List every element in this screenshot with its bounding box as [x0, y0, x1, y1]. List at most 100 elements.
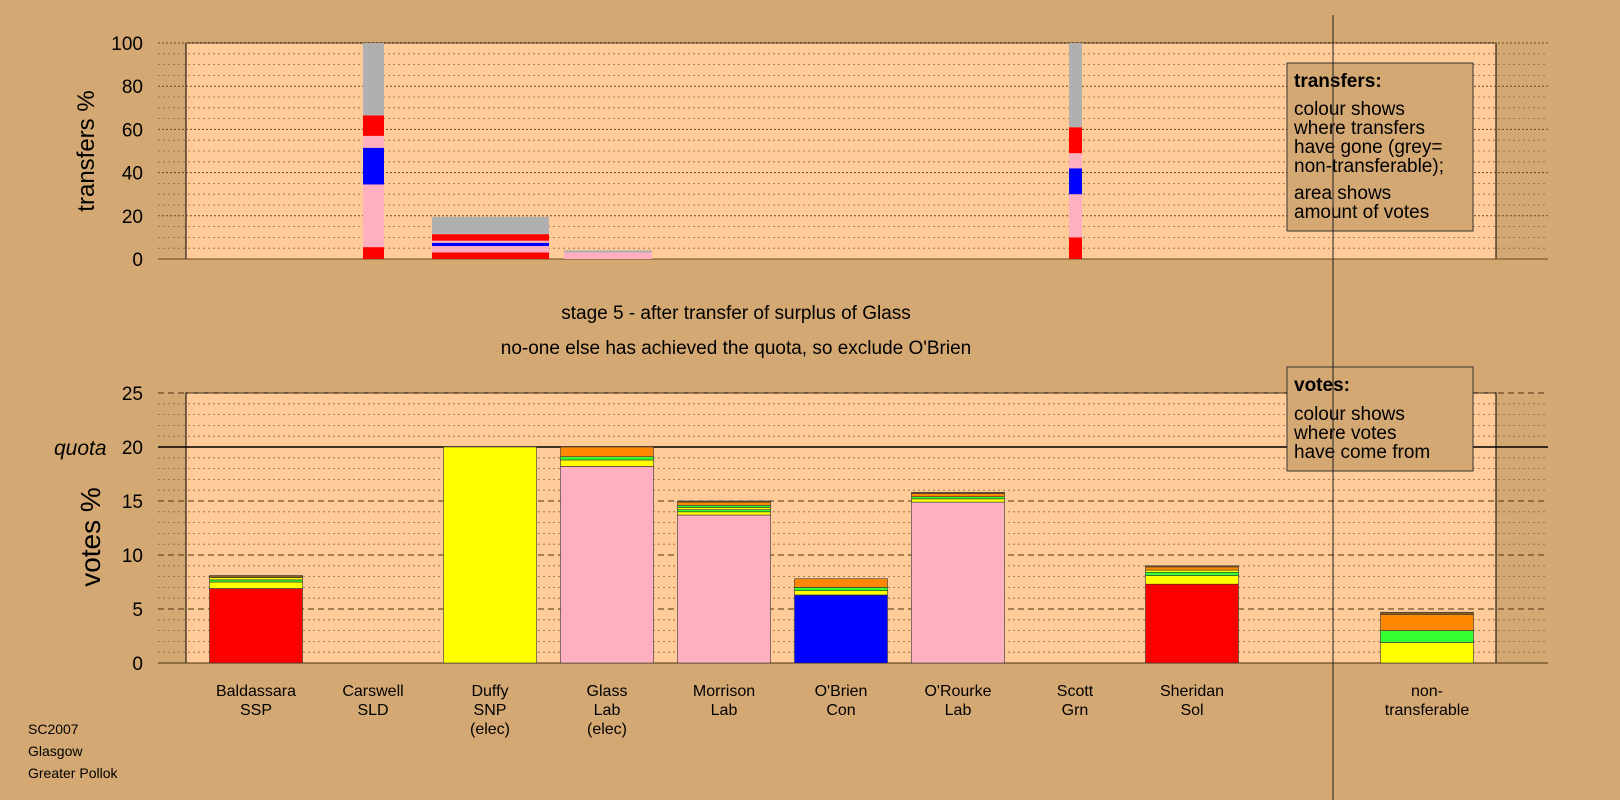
vote-bar-segment	[209, 588, 303, 664]
vote-bar-segment	[1145, 575, 1239, 585]
vote-bar-segment	[209, 579, 303, 583]
transfer-bar-segment	[564, 250, 652, 253]
candidate-party-label: SLD	[357, 702, 388, 719]
candidate-party-label: Lab	[945, 702, 972, 719]
transfer-bar-segment	[363, 43, 384, 116]
votes-legend-text: where votes	[1293, 423, 1396, 444]
transfers-legend-text: amount of votes	[1294, 202, 1429, 223]
nontransferable-label: non-	[1411, 683, 1443, 700]
vote-bar-segment	[677, 514, 771, 664]
vote-bar-segment	[209, 577, 303, 581]
vote-bar-segment	[1145, 583, 1239, 664]
vote-bar-segment	[677, 509, 771, 513]
transfers-y-tick-label: 40	[122, 164, 143, 185]
vote-bar-segment	[677, 501, 771, 506]
vote-bar-segment	[677, 505, 771, 508]
transfers-legend-text: colour shows	[1294, 99, 1405, 120]
votes-legend-box	[1286, 366, 1474, 472]
votes-y-axis-label: votes %	[75, 487, 106, 587]
vote-bar-segment	[911, 493, 1005, 497]
vote-bar-segment	[1145, 565, 1239, 568]
transfers-legend-title: transfers:	[1294, 71, 1382, 92]
footer-ward: Greater Pollok	[28, 765, 118, 781]
quota-label: quota	[54, 437, 107, 460]
transfer-bar-segment	[363, 135, 384, 148]
votes-legend-title: votes:	[1294, 375, 1350, 396]
nontransferable-bar-segment	[1380, 642, 1474, 664]
transfer-bar-segment	[363, 115, 384, 136]
transfer-bar-segment	[1069, 127, 1082, 154]
vote-bar-segment	[794, 587, 888, 591]
footer-council: Glasgow	[28, 743, 83, 759]
vote-bar-segment	[1145, 569, 1239, 573]
vote-bar-segment	[1145, 571, 1239, 576]
transfers-y-tick-label: 100	[111, 34, 143, 55]
candidate-name-label: O'Brien	[815, 683, 868, 700]
transfer-bar-segment	[363, 147, 384, 185]
transfer-bar-segment	[432, 216, 549, 235]
candidate-name-label: Baldassara	[216, 683, 296, 700]
candidate-elected-label: (elec)	[587, 721, 627, 738]
candidate-party-label: SSP	[240, 702, 272, 719]
vote-bar-segment	[560, 446, 654, 458]
transfers-y-tick-label: 60	[122, 120, 143, 141]
footer-election: SC2007	[28, 721, 79, 737]
votes-y-tick-label: 15	[122, 492, 143, 513]
candidate-party-label: Grn	[1062, 702, 1089, 719]
vote-bar-segment	[794, 590, 888, 596]
votes-y-tick-label: 5	[132, 600, 143, 621]
vote-bar-segment	[794, 594, 888, 664]
vote-bar-segment	[911, 496, 1005, 500]
stage-subcaption: no-one else has achieved the quota, so e…	[501, 338, 972, 359]
transfer-bar-segment	[1069, 237, 1082, 259]
nontransferable-label: transferable	[1385, 702, 1470, 719]
transfers-legend-text: non-transferable);	[1294, 156, 1444, 177]
vote-bar-segment	[911, 501, 1005, 664]
transfer-bar-segment	[432, 242, 549, 247]
nontransferable-bar-segment	[1380, 611, 1474, 615]
vote-bar-segment	[911, 498, 1005, 503]
candidate-name-label: Carswell	[342, 683, 403, 700]
candidate-party-label: Lab	[594, 702, 621, 719]
transfer-bar-segment	[1069, 168, 1082, 195]
transfer-bar-segment	[564, 252, 652, 259]
vote-bar-segment	[794, 578, 888, 588]
stage-caption: stage 5 - after transfer of surplus of G…	[561, 303, 911, 324]
transfers-y-axis-label: transfers %	[73, 90, 100, 211]
votes-legend-text: have come from	[1294, 442, 1430, 463]
transfer-bar-segment	[432, 246, 549, 253]
transfers-y-tick-label: 80	[122, 77, 143, 98]
vote-bar-segment	[677, 507, 771, 510]
vote-bar-segment	[209, 575, 303, 578]
votes-legend-text: colour shows	[1294, 404, 1405, 425]
footer: SC2007 Glasgow Greater Pollok	[28, 718, 117, 784]
candidate-elected-label: (elec)	[470, 721, 510, 738]
transfers-legend-text: area shows	[1294, 183, 1391, 204]
vote-bar-segment	[677, 500, 771, 503]
transfers-y-tick-label: 0	[132, 250, 143, 271]
votes-y-tick-label: 0	[132, 654, 143, 675]
transfers-legend-text: have gone (grey=	[1294, 137, 1442, 158]
transfer-bar-segment	[363, 184, 384, 248]
vote-bar-segment	[560, 456, 654, 461]
votes-y-tick-label: 10	[122, 546, 143, 567]
vote-bar-segment	[677, 511, 771, 516]
vote-bar-segment	[911, 492, 1005, 494]
candidate-name-label: Morrison	[693, 683, 755, 700]
candidate-party-label: Sol	[1180, 702, 1203, 719]
transfer-bar-segment	[432, 240, 549, 243]
vote-bar-segment	[560, 466, 654, 664]
candidate-party-label: SNP	[474, 702, 507, 719]
votes-y-tick-label: 25	[122, 384, 143, 405]
transfer-bar-segment	[432, 252, 549, 259]
candidate-name-label: Glass	[587, 683, 628, 700]
transfers-legend-text: where transfers	[1293, 118, 1425, 139]
vote-bar-segment	[209, 581, 303, 589]
candidate-name-label: Sheridan	[1160, 683, 1224, 700]
transfer-bar-segment	[1069, 43, 1082, 128]
candidate-name-label: O'Rourke	[924, 683, 991, 700]
transfers-legend-box	[1286, 62, 1474, 232]
nontransferable-bar-segment	[1380, 614, 1474, 631]
